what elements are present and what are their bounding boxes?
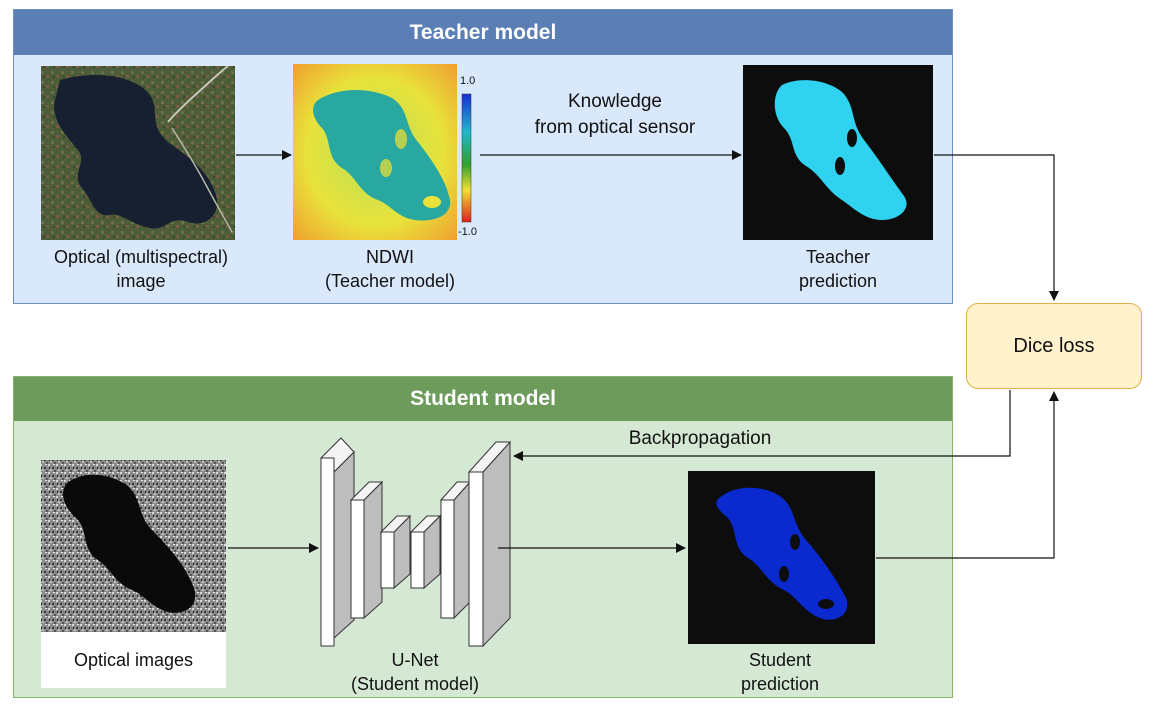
connectors xyxy=(228,150,1059,559)
colorbar-min-label: -1.0 xyxy=(458,226,477,238)
unet-label: U-Net (Student model) xyxy=(350,650,480,694)
optical-images-label: Optical images xyxy=(41,632,226,688)
student-model-title: Student model xyxy=(14,377,952,421)
student-optical-image xyxy=(41,460,226,632)
teacher-prediction-image xyxy=(743,65,933,240)
arrow-student-prediction-to-dice-loss xyxy=(876,391,1059,559)
ndwi-image xyxy=(293,64,457,240)
ndwi-colorbar xyxy=(461,93,472,223)
optical-multispectral-label: Optical (multispectral) image xyxy=(53,247,229,291)
backpropagation-label: Backpropagation xyxy=(628,428,772,449)
dice-loss-box: Dice loss xyxy=(966,303,1142,389)
unet-architecture xyxy=(320,437,512,648)
teacher-prediction-label: Teacher prediction xyxy=(798,247,878,291)
optical-multispectral-image xyxy=(41,65,235,240)
colorbar-max-label: 1.0 xyxy=(460,75,475,87)
ndwi-label: NDWI (Teacher model) xyxy=(324,247,456,291)
teacher-model-title: Teacher model xyxy=(14,10,952,55)
student-prediction-label: Student prediction xyxy=(740,650,820,694)
student-prediction-image xyxy=(688,471,875,644)
arrow-backpropagation xyxy=(513,390,1011,461)
knowledge-label: Knowledge from optical sensor xyxy=(534,91,696,138)
arrow-teacher-prediction-to-dice-loss xyxy=(934,154,1059,301)
